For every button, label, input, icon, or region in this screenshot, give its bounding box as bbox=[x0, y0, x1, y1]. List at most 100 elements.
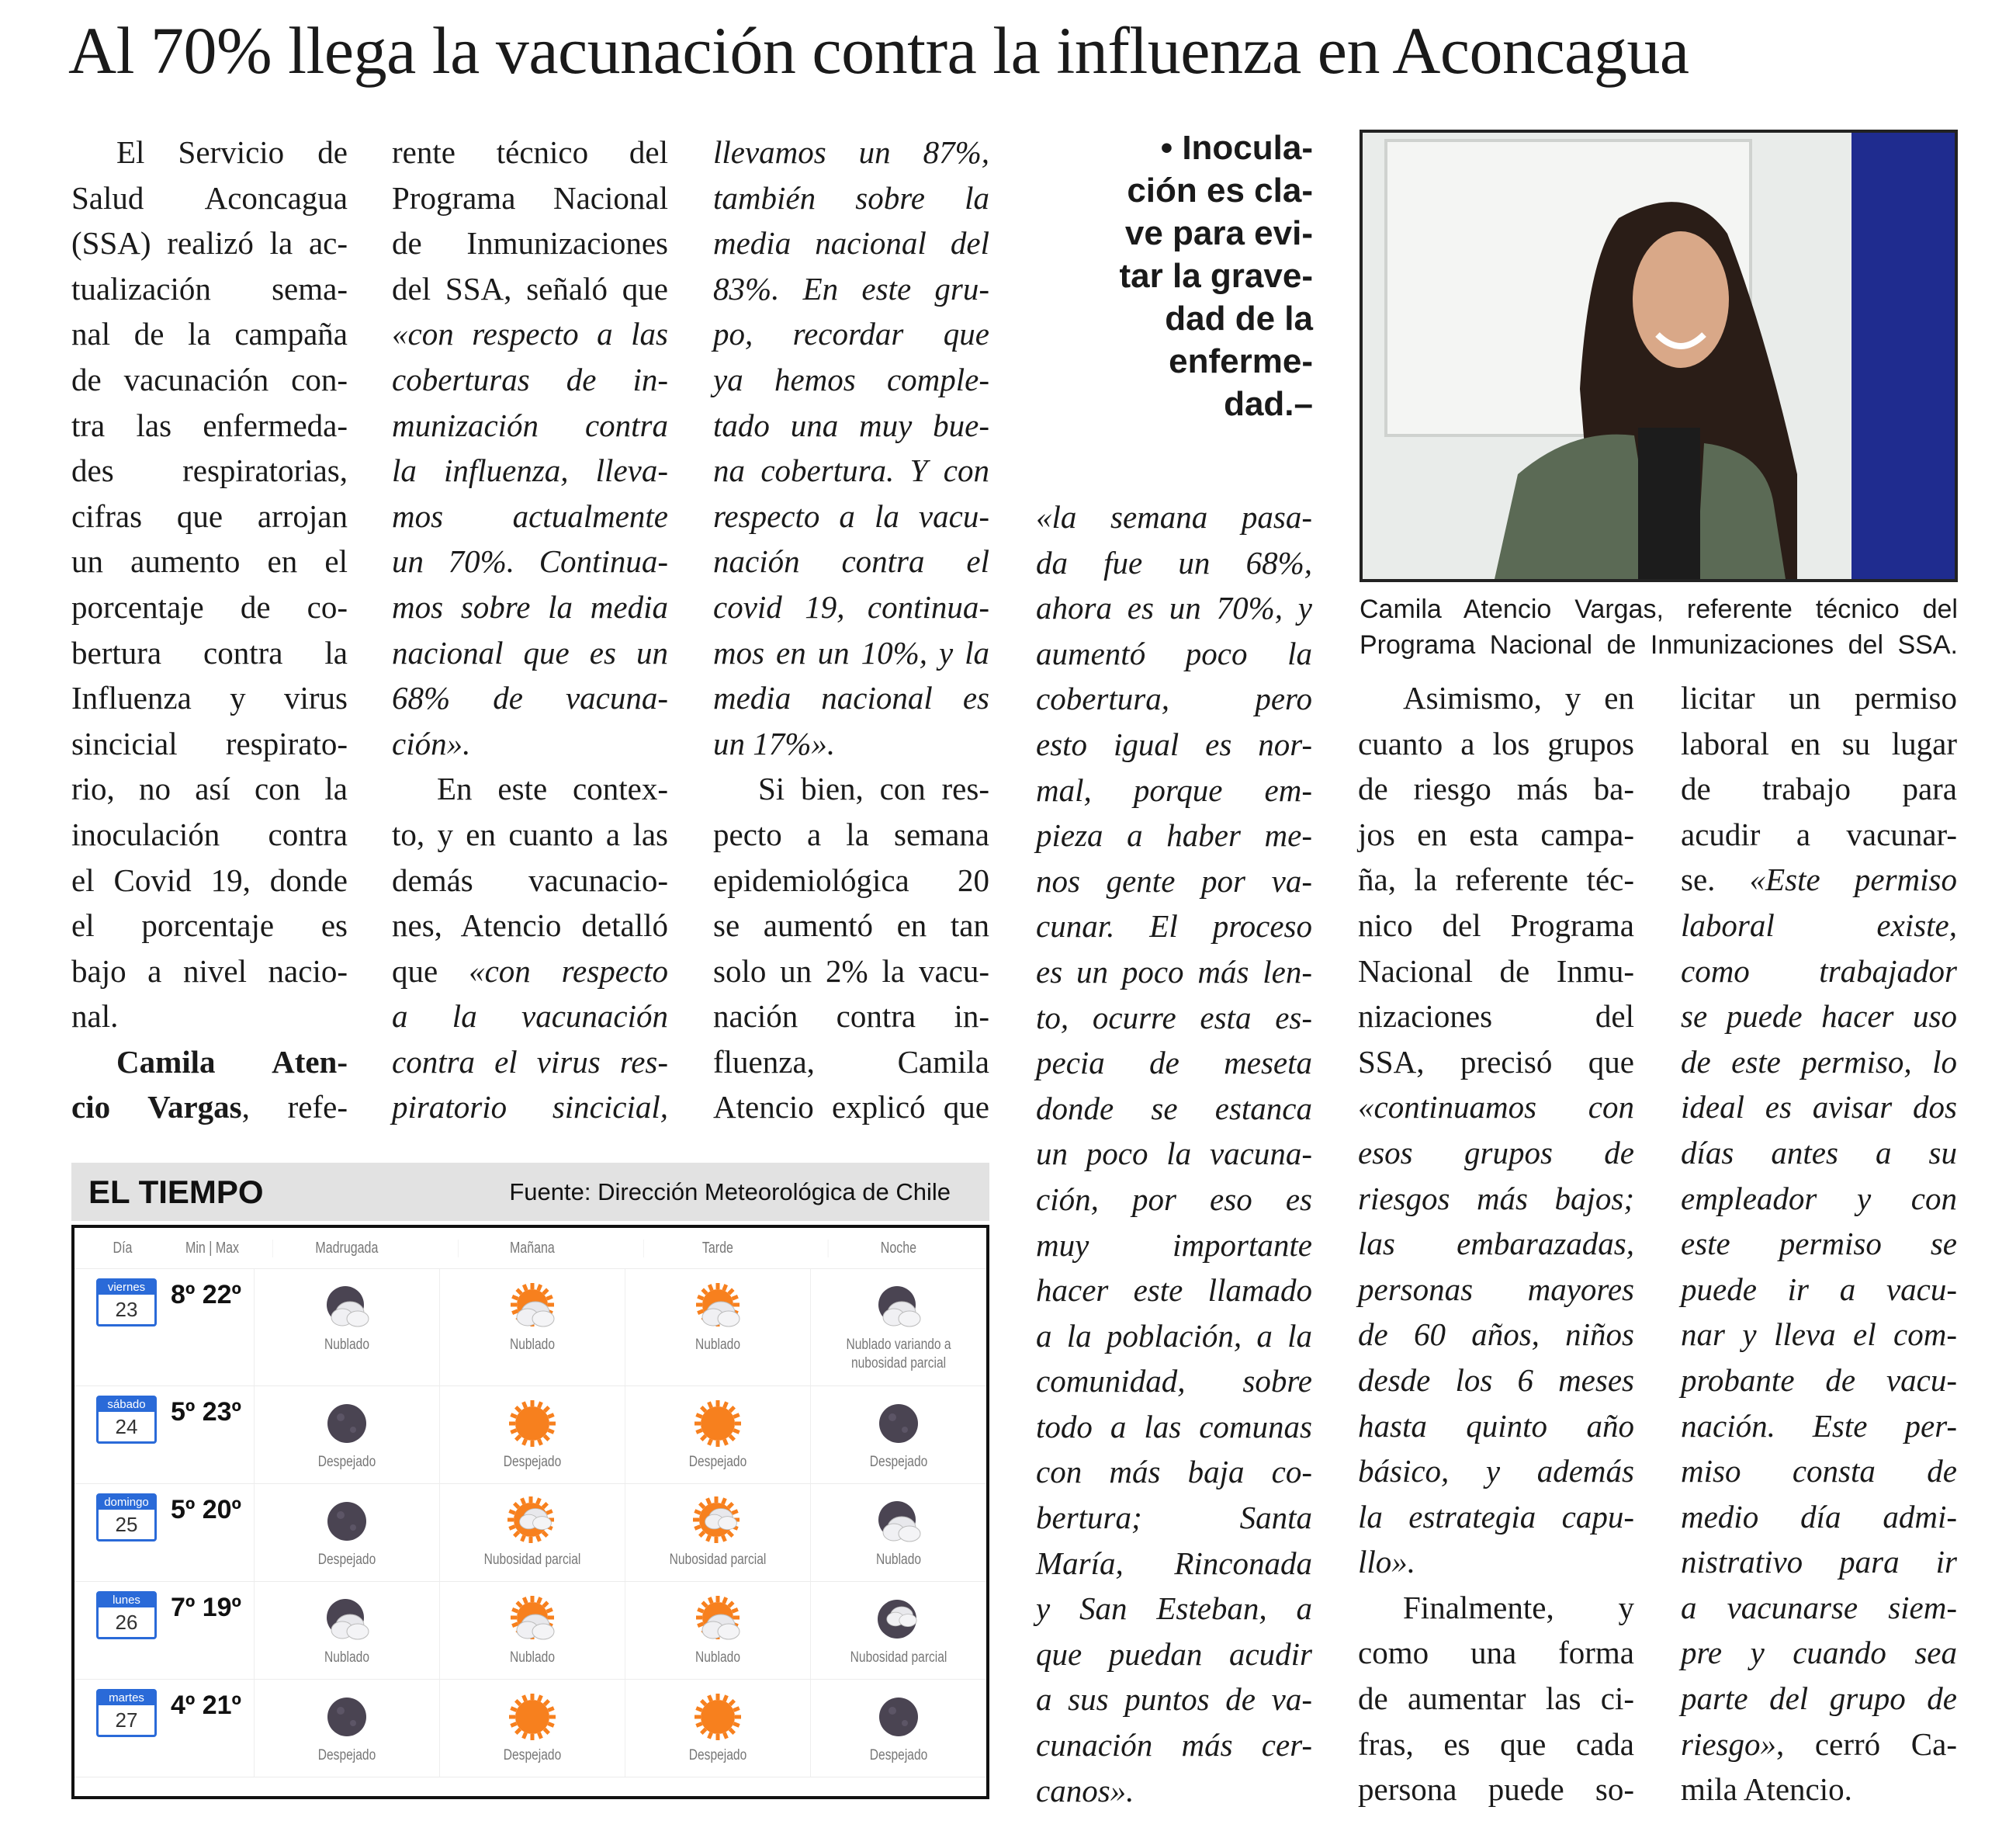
text-run: Camila Aten- bbox=[116, 1043, 348, 1080]
forecast-cell: Nublado variando a nubosidad parcial bbox=[809, 1269, 986, 1385]
forecast-cell: Despejado bbox=[809, 1386, 986, 1483]
text-run: Asimismo, y en bbox=[1403, 680, 1634, 716]
text-line: muy importante bbox=[1036, 1222, 1312, 1268]
text-line: que puedan acudir bbox=[1036, 1632, 1312, 1677]
text-run: acudir a vacunar- bbox=[1681, 816, 1957, 852]
forecast-desc: Nublado bbox=[324, 1337, 370, 1353]
text-line: del SSA, señaló que bbox=[392, 266, 668, 312]
moon-icon bbox=[878, 1698, 918, 1736]
text-line: laboral en su lugar bbox=[1681, 721, 1957, 767]
text-run: ña, la referente téc- bbox=[1358, 862, 1634, 898]
text-run: de 60 años, niños bbox=[1358, 1316, 1634, 1353]
text-run: probante de vacu- bbox=[1681, 1361, 1957, 1398]
text-run: «con respecto a las bbox=[392, 316, 668, 352]
photo-caption: Camila Atencio Vargas, referente técnico… bbox=[1360, 591, 1958, 663]
day-partly-cloudy-icon bbox=[692, 1496, 740, 1543]
text-line: un aumento en el bbox=[71, 539, 348, 584]
text-run: media nacional es bbox=[713, 680, 989, 716]
day-name: viernes bbox=[99, 1281, 154, 1295]
weather-table: Día Min | Max Madrugada Mañana Tarde Noc… bbox=[71, 1225, 989, 1799]
text-run: de vacunación con- bbox=[71, 361, 348, 397]
text-line: probante de vacu- bbox=[1681, 1358, 1957, 1403]
text-run: muy importante bbox=[1036, 1226, 1312, 1263]
weather-row: martes 27 4º 21º Despejado Despejado Despejad… bbox=[74, 1680, 986, 1777]
text-run: Atencio explicó que bbox=[713, 1089, 989, 1125]
text-run: básico, y además bbox=[1358, 1453, 1634, 1489]
text-line: esto igual es nor- bbox=[1036, 722, 1312, 768]
text-line: fluenza, Camila bbox=[713, 1039, 989, 1085]
day-cell: domingo 25 bbox=[74, 1484, 171, 1581]
pull-quote-line: • Inocula- bbox=[1160, 129, 1313, 167]
text-line: el Covid 19, donde bbox=[71, 858, 348, 903]
text-line: jos en esta campa- bbox=[1358, 812, 1634, 858]
text-line: ña, la referente téc- bbox=[1358, 857, 1634, 903]
text-run: persona puede so- bbox=[1358, 1771, 1634, 1808]
day-name: domingo bbox=[99, 1496, 154, 1510]
header-day: Día bbox=[113, 1239, 133, 1257]
text-run: munización contra bbox=[392, 407, 668, 443]
weather-source: Fuente: Dirección Meteorológica de Chile bbox=[509, 1177, 951, 1205]
day-number: 26 bbox=[115, 1611, 138, 1634]
text-line: mal, porque em- bbox=[1036, 768, 1312, 813]
text-line: ción». bbox=[392, 721, 668, 767]
text-run: to, ocurre esta es- bbox=[1036, 999, 1312, 1035]
forecast-cell: Nubosidad parcial bbox=[438, 1484, 625, 1581]
text-line: este permiso se bbox=[1681, 1221, 1957, 1267]
text-run: y San Esteban, a bbox=[1036, 1590, 1312, 1627]
text-line: María, Rinconada bbox=[1036, 1541, 1312, 1587]
text-run: laboral existe, bbox=[1681, 907, 1957, 943]
forecast-desc: Despejado bbox=[869, 1747, 928, 1763]
text-line: comunidad, sobre bbox=[1036, 1358, 1312, 1404]
text-run: un 17%». bbox=[713, 725, 836, 761]
text-line: nizaciones del bbox=[1358, 994, 1634, 1039]
text-line: bertura; Santa bbox=[1036, 1495, 1312, 1541]
forecast-desc: Nubosidad parcial bbox=[669, 1552, 767, 1568]
text-line: Camila Aten- bbox=[71, 1039, 348, 1085]
text-run: miso consta de bbox=[1681, 1453, 1957, 1489]
text-line: na cobertura. Y con bbox=[713, 448, 989, 494]
day-number: 25 bbox=[115, 1513, 138, 1536]
text-run: la influenza, lleva- bbox=[392, 453, 668, 489]
moon-icon bbox=[878, 1404, 918, 1443]
text-line: bajo a nivel nacio- bbox=[71, 948, 348, 994]
text-run: 83%. En este gru- bbox=[713, 270, 989, 307]
text-run: El Servicio de bbox=[116, 134, 348, 170]
day-number: 23 bbox=[115, 1298, 138, 1321]
text-line: como trabajador bbox=[1681, 948, 1957, 994]
sun-icon bbox=[694, 1694, 741, 1740]
text-run: riesgo» bbox=[1681, 1725, 1776, 1762]
text-run: hasta quinto año bbox=[1358, 1407, 1634, 1444]
text-run: des respiratorias, bbox=[71, 453, 348, 489]
text-line: riesgo», cerró Ca- bbox=[1681, 1722, 1957, 1767]
text-line: mos en un 10%, y la bbox=[713, 630, 989, 676]
text-line: empleador y con bbox=[1681, 1176, 1957, 1222]
text-line: de aumentar las ci- bbox=[1358, 1676, 1634, 1722]
text-run: Influenza y virus bbox=[71, 680, 348, 716]
text-run: rente técnico del bbox=[392, 134, 668, 170]
text-line: hacer este llamado bbox=[1036, 1268, 1312, 1313]
text-run: hacer este llamado bbox=[1036, 1272, 1312, 1309]
text-line: a la población, a la bbox=[1036, 1313, 1312, 1359]
text-run: nizaciones del bbox=[1358, 998, 1634, 1035]
text-line: y San Esteban, a bbox=[1036, 1586, 1312, 1632]
text-run: cunar. El proceso bbox=[1036, 908, 1312, 945]
text-line: miso consta de bbox=[1681, 1448, 1957, 1494]
text-line: ción, por eso es bbox=[1036, 1177, 1312, 1222]
text-run: bertura contra la bbox=[71, 634, 348, 671]
text-line: la estrategia capu- bbox=[1358, 1494, 1634, 1540]
sun-icon bbox=[508, 1694, 556, 1740]
text-line: «la semana pasa- bbox=[1036, 494, 1312, 540]
text-run: esto igual es nor- bbox=[1036, 726, 1312, 762]
forecast-desc: Nublado bbox=[324, 1649, 370, 1666]
text-line: nar y lleva el com- bbox=[1681, 1312, 1957, 1358]
text-run: se puede hacer uso bbox=[1681, 998, 1957, 1035]
text-run: comunidad, sobre bbox=[1036, 1363, 1312, 1399]
text-run: nistrativo para ir bbox=[1681, 1544, 1957, 1580]
day-cell: lunes 26 bbox=[74, 1582, 171, 1679]
temp-cell: 4º 21º bbox=[171, 1680, 254, 1777]
text-line: un 70%. Continua- bbox=[392, 539, 668, 584]
text-run: un aumento en el bbox=[71, 543, 348, 580]
day-cell: sábado 24 bbox=[74, 1386, 171, 1483]
text-line: la influenza, lleva- bbox=[392, 448, 668, 494]
text-run: de este permiso, lo bbox=[1681, 1043, 1957, 1080]
